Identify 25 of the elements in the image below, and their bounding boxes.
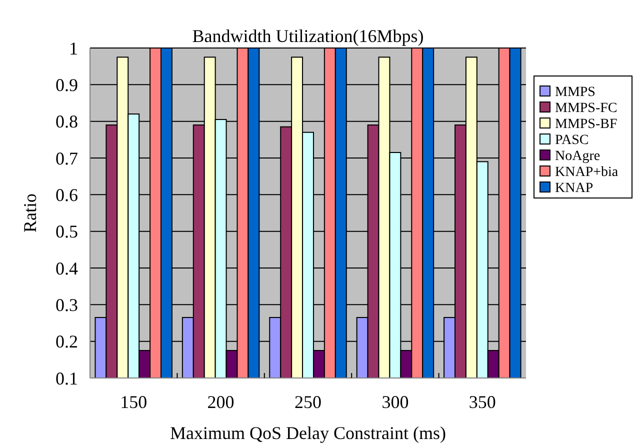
y-tick-label: 0.4: [56, 258, 78, 278]
x-tick-label: 150: [120, 392, 148, 412]
legend-label: MMPS-FC: [555, 101, 618, 116]
legend-label: NoAgre: [555, 149, 600, 164]
legend-label: MMPS: [555, 85, 596, 100]
legend-label: KNAP: [555, 181, 594, 196]
chart-title: Bandwidth Utilization(16Mbps): [192, 26, 424, 46]
x-axis-title: Maximum QoS Delay Constraint (ms): [170, 423, 446, 443]
x-tick-label: 200: [207, 392, 234, 412]
x-tick-label: 300: [382, 392, 409, 412]
y-tick-label: 0.6: [56, 184, 78, 205]
x-tick-label: 250: [294, 392, 322, 412]
y-tick-label: 0.9: [56, 74, 78, 95]
y-tick-label: 0.5: [56, 222, 78, 242]
y-tick-label: 0.7: [56, 148, 78, 168]
y-tick-label: 0.1: [56, 368, 78, 388]
legend-label: KNAP+bia: [555, 165, 619, 180]
legend-label: MMPS-BF: [555, 117, 618, 132]
legend-label: PASC: [555, 133, 589, 148]
y-tick-label: 0.8: [56, 112, 78, 132]
y-axis-title: Ratio: [20, 194, 40, 232]
y-tick-label: 1: [69, 38, 78, 58]
y-tick-label: 0.3: [56, 294, 78, 315]
y-tick-label: 0.2: [56, 332, 78, 352]
x-tick-label: 350: [468, 392, 496, 412]
